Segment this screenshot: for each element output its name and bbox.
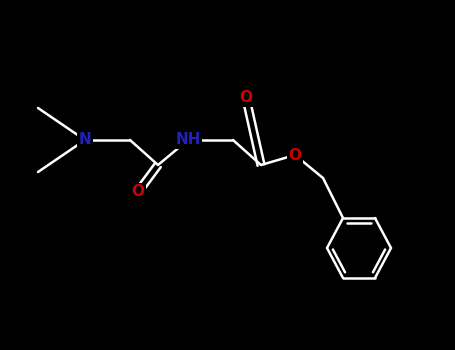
Text: O: O xyxy=(131,184,145,200)
Text: N: N xyxy=(79,133,91,147)
Text: NH: NH xyxy=(175,133,201,147)
Text: O: O xyxy=(239,91,253,105)
Text: O: O xyxy=(288,147,302,162)
